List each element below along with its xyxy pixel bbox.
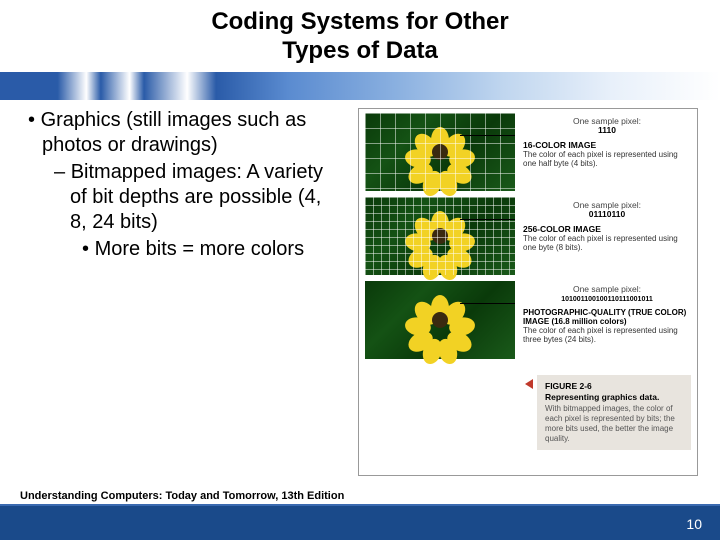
flower-icon bbox=[413, 293, 467, 347]
sample-pixel-label-3: One sample pixel: 1010011001001101110010… bbox=[523, 285, 691, 304]
figure-number: FIGURE 2-6 bbox=[545, 381, 683, 392]
slide-container: Coding Systems for Other Types of Data G… bbox=[0, 0, 720, 540]
figure-row-16-color: One sample pixel: 1110 16-COLOR IMAGE Th… bbox=[359, 109, 697, 193]
figure-text-3: One sample pixel: 1010011001001101110010… bbox=[523, 281, 691, 344]
sample-value-3: 101001100100110111001011 bbox=[561, 296, 653, 303]
pixel-grid-fine bbox=[365, 197, 515, 275]
pixel-grid-coarse bbox=[365, 113, 515, 191]
footer-text: Understanding Computers: Today and Tomor… bbox=[20, 490, 344, 502]
title-line-1: Coding Systems for Other bbox=[0, 8, 720, 37]
sample-pixel-label-2: One sample pixel: 01110110 bbox=[523, 201, 691, 220]
bullet-level-2: Bitmapped images: A variety of bit depth… bbox=[28, 160, 334, 235]
text-column: Graphics (still images such as photos or… bbox=[0, 108, 340, 488]
bullet-level-3: More bits = more colors bbox=[28, 237, 334, 262]
figure-text-2: One sample pixel: 01110110 256-COLOR IMA… bbox=[523, 197, 691, 252]
figure-row-256-color: One sample pixel: 01110110 256-COLOR IMA… bbox=[359, 193, 697, 277]
header-gradient-bar bbox=[0, 72, 720, 100]
title-line-2: Types of Data bbox=[0, 37, 720, 66]
figure-panel: One sample pixel: 1110 16-COLOR IMAGE Th… bbox=[358, 108, 698, 476]
bullet-level-1: Graphics (still images such as photos or… bbox=[28, 108, 334, 158]
sample-value-2: 01110110 bbox=[589, 209, 625, 219]
figure-row-truecolor: One sample pixel: 1010011001001101110010… bbox=[359, 277, 697, 361]
figure-title: Representing graphics data. bbox=[545, 392, 683, 403]
image-type-1: 16-COLOR IMAGE bbox=[523, 140, 691, 150]
image-type-2: 256-COLOR IMAGE bbox=[523, 224, 691, 234]
figure-caption: FIGURE 2-6 Representing graphics data. W… bbox=[537, 375, 691, 450]
figure-caption-body: With bitmapped images, the color of each… bbox=[545, 404, 683, 444]
figure-text-1: One sample pixel: 1110 16-COLOR IMAGE Th… bbox=[523, 113, 691, 168]
footer-bar: 10 bbox=[0, 506, 720, 540]
sample-label-text: One sample pixel: bbox=[573, 284, 641, 294]
flower-image-24bit bbox=[365, 281, 515, 359]
content-area: Graphics (still images such as photos or… bbox=[0, 108, 720, 488]
caption-arrow-icon bbox=[525, 379, 533, 389]
page-number: 10 bbox=[686, 516, 702, 532]
image-desc-1: The color of each pixel is represented u… bbox=[523, 150, 691, 168]
image-type-3: PHOTOGRAPHIC-QUALITY (TRUE COLOR) IMAGE … bbox=[523, 308, 691, 326]
slide-title: Coding Systems for Other Types of Data bbox=[0, 0, 720, 66]
image-desc-3: The color of each pixel is represented u… bbox=[523, 326, 691, 344]
image-desc-2: The color of each pixel is represented u… bbox=[523, 234, 691, 252]
sample-pixel-label-1: One sample pixel: 1110 bbox=[523, 117, 691, 136]
flower-image-8bit bbox=[365, 197, 515, 275]
flower-image-4bit bbox=[365, 113, 515, 191]
sample-value-1: 1110 bbox=[598, 125, 616, 135]
